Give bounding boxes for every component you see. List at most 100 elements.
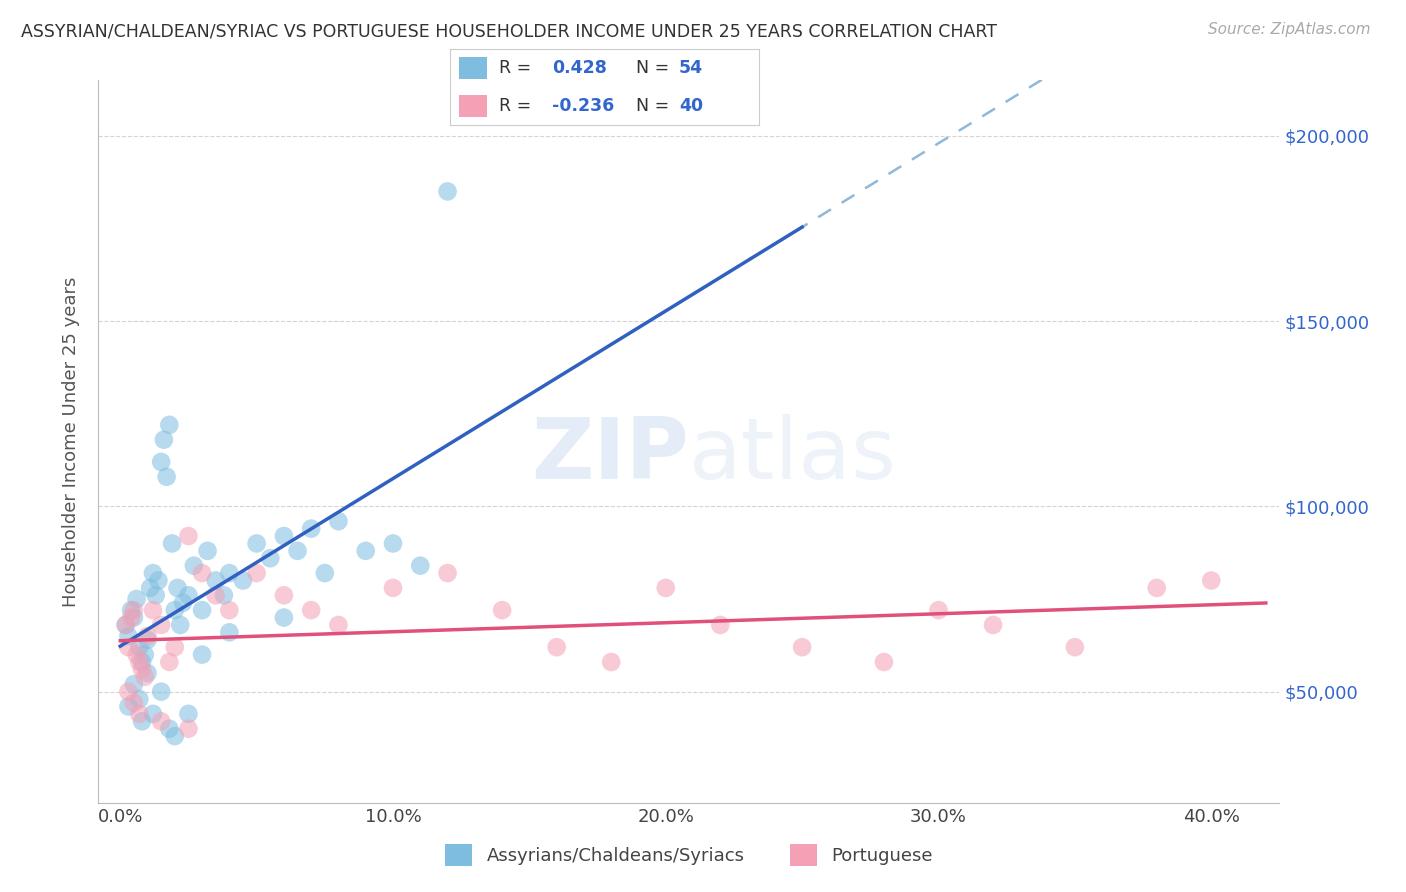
Point xyxy=(328,618,350,632)
Point xyxy=(218,625,240,640)
Point xyxy=(981,618,1004,632)
Point xyxy=(122,677,145,691)
Point xyxy=(600,655,623,669)
Point xyxy=(128,655,150,669)
Point xyxy=(114,618,136,632)
Text: 54: 54 xyxy=(679,59,703,77)
Point xyxy=(1146,581,1168,595)
Point xyxy=(128,706,150,721)
Point xyxy=(177,588,200,602)
Text: -0.236: -0.236 xyxy=(553,97,614,115)
Point xyxy=(177,529,200,543)
Point xyxy=(172,596,194,610)
Text: R =: R = xyxy=(499,59,537,77)
Text: Source: ZipAtlas.com: Source: ZipAtlas.com xyxy=(1208,22,1371,37)
Point xyxy=(246,566,269,580)
Text: N =: N = xyxy=(636,59,675,77)
Point xyxy=(131,662,153,676)
Point xyxy=(120,610,142,624)
Text: ASSYRIAN/CHALDEAN/SYRIAC VS PORTUGUESE HOUSEHOLDER INCOME UNDER 25 YEARS CORRELA: ASSYRIAN/CHALDEAN/SYRIAC VS PORTUGUESE H… xyxy=(21,22,997,40)
Point xyxy=(122,610,145,624)
Bar xyxy=(460,95,486,118)
Point xyxy=(273,610,295,624)
Point xyxy=(204,588,226,602)
Point xyxy=(299,522,322,536)
Point xyxy=(166,581,188,595)
Point xyxy=(134,670,156,684)
Point xyxy=(142,566,165,580)
Point xyxy=(117,699,139,714)
Point xyxy=(191,648,214,662)
Point xyxy=(299,603,322,617)
Point xyxy=(197,544,219,558)
Point xyxy=(491,603,513,617)
Point xyxy=(218,603,240,617)
Point xyxy=(120,603,142,617)
Point xyxy=(150,684,173,698)
Point xyxy=(218,566,240,580)
Point xyxy=(134,648,156,662)
Text: ZIP: ZIP xyxy=(531,415,689,498)
Point xyxy=(117,629,139,643)
Point xyxy=(150,714,173,729)
Point xyxy=(128,640,150,655)
Point xyxy=(436,185,458,199)
Text: N =: N = xyxy=(636,97,675,115)
Point xyxy=(273,529,295,543)
Point xyxy=(157,722,180,736)
Point xyxy=(232,574,254,588)
Point xyxy=(150,455,173,469)
Text: 40: 40 xyxy=(679,97,703,115)
Point xyxy=(1201,574,1223,588)
Point xyxy=(128,692,150,706)
Point xyxy=(709,618,731,632)
Point xyxy=(131,655,153,669)
Point xyxy=(122,603,145,617)
Point xyxy=(117,640,139,655)
Text: atlas: atlas xyxy=(689,415,897,498)
Point xyxy=(382,581,405,595)
Point xyxy=(873,655,896,669)
Point xyxy=(136,629,159,643)
Point xyxy=(142,706,165,721)
Point xyxy=(382,536,405,550)
Point xyxy=(163,640,186,655)
Point xyxy=(157,417,180,432)
Point xyxy=(122,696,145,710)
Point xyxy=(163,729,186,743)
Point xyxy=(177,706,200,721)
Point xyxy=(169,618,191,632)
Point xyxy=(191,566,214,580)
Point xyxy=(117,684,139,698)
Point xyxy=(655,581,678,595)
Point xyxy=(328,514,350,528)
Point xyxy=(131,714,153,729)
Point xyxy=(204,574,226,588)
Point xyxy=(139,581,162,595)
Point xyxy=(142,603,165,617)
Point xyxy=(409,558,432,573)
Point xyxy=(150,618,173,632)
Text: R =: R = xyxy=(499,97,537,115)
Point xyxy=(114,618,136,632)
Point xyxy=(354,544,377,558)
Point xyxy=(177,722,200,736)
Point xyxy=(125,592,148,607)
Point xyxy=(125,648,148,662)
Text: 0.428: 0.428 xyxy=(553,59,607,77)
Y-axis label: Householder Income Under 25 years: Householder Income Under 25 years xyxy=(62,277,80,607)
Point xyxy=(287,544,309,558)
Point xyxy=(136,632,159,647)
Point xyxy=(153,433,176,447)
Point xyxy=(163,603,186,617)
Point xyxy=(273,588,295,602)
Point xyxy=(314,566,336,580)
Point xyxy=(145,588,167,602)
Point xyxy=(928,603,950,617)
Point xyxy=(436,566,458,580)
Point xyxy=(148,574,170,588)
Bar xyxy=(460,57,486,79)
Point xyxy=(155,469,177,483)
Point xyxy=(546,640,568,655)
Point xyxy=(183,558,205,573)
